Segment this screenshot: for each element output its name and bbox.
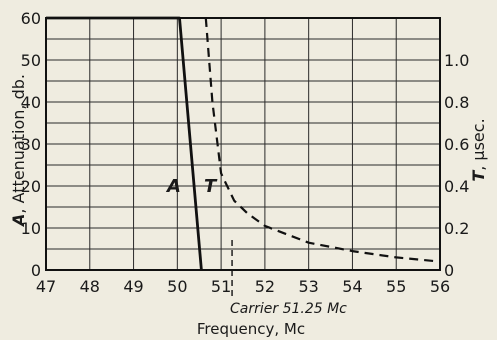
right-tick-label: 0.4	[444, 177, 469, 196]
plot-frame	[45, 17, 441, 271]
right-axis-label: T, μsec.	[469, 118, 488, 181]
right-axis-label-rest: , μsec.	[469, 118, 488, 170]
curve-label-a: A	[165, 176, 181, 197]
left-tick-label: 60	[21, 9, 41, 28]
grid	[45, 17, 441, 271]
curve-label-t: T	[204, 176, 218, 197]
left-tick-label: 30	[21, 135, 41, 154]
x-tick-label: 49	[123, 277, 143, 296]
right-tick-labels: 0 0.2 0.4 0.6 0.8 1.0	[444, 51, 469, 280]
carrier-annotation: Carrier 51.25 Mc	[230, 301, 347, 317]
x-tick-label: 48	[80, 277, 100, 296]
right-tick-label: 0	[444, 261, 454, 280]
x-tick-label: 47	[36, 277, 56, 296]
right-tick-label: 0.6	[444, 135, 469, 154]
left-tick-label: 50	[21, 51, 41, 70]
x-tick-labels: 47 48 49 50 51 52 53 54 55 56	[36, 277, 450, 296]
right-tick-label: 0.8	[444, 93, 469, 112]
left-tick-label: 20	[21, 177, 41, 196]
x-axis-label: Frequency, Mc	[197, 320, 305, 338]
left-axis-label: A, Attenuation, db.	[9, 74, 28, 228]
right-tick-label: 1.0	[444, 51, 469, 70]
series-layer	[46, 16, 441, 271]
left-axis-label-rest: , Attenuation, db.	[9, 74, 28, 214]
left-tick-label: 40	[21, 93, 41, 112]
x-tick-label: 56	[430, 277, 450, 296]
x-tick-label: 55	[386, 277, 406, 296]
x-tick-label: 54	[342, 277, 362, 296]
left-tick-labels: 0 10 20 30 40 50 60	[21, 9, 41, 280]
x-tick-label: 53	[298, 277, 318, 296]
x-tick-label: 50	[167, 277, 187, 296]
x-tick-label: 51	[211, 277, 231, 296]
series-line-a	[46, 16, 203, 271]
left-tick-label: 0	[31, 261, 41, 280]
x-tick-label: 52	[255, 277, 275, 296]
right-axis-label-bold: T	[469, 170, 488, 182]
right-tick-label: 0.2	[444, 219, 469, 238]
series-line-t	[204, 17, 441, 263]
left-tick-label: 10	[21, 219, 41, 238]
left-axis-label-bold: A	[9, 214, 28, 228]
